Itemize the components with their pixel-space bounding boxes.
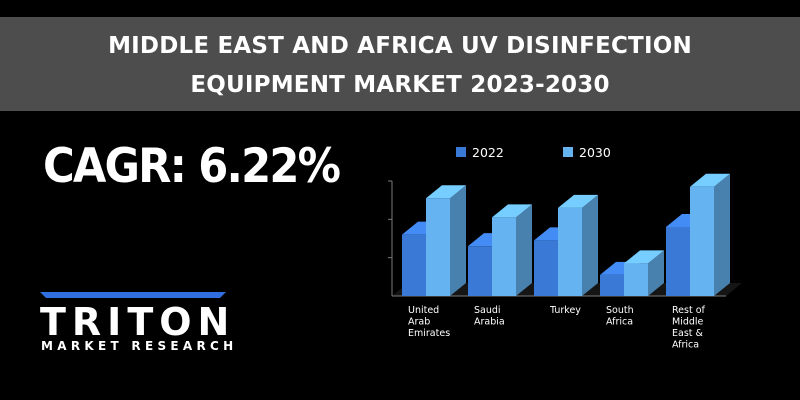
x-tick-label: Saudi Arabia (474, 305, 505, 328)
logo-subtitle: MARKET RESEARCH (41, 339, 238, 353)
legend-swatch-2030 (563, 147, 573, 157)
bar-top-2030-3 (624, 250, 664, 264)
x-tick-label: United Arab Emirates (408, 305, 450, 339)
cagr-label: CAGR: 6.22% (43, 139, 341, 194)
bar-side-2030-0 (450, 185, 466, 296)
bar-top-2030-4 (690, 173, 730, 187)
bar-2022-1 (468, 246, 492, 296)
title-line-2: EQUIPMENT MARKET 2023-2030 (190, 72, 610, 98)
title-line-1: MIDDLE EAST AND AFRICA UV DISINFECTION (108, 33, 692, 59)
bar-top-2030-2 (558, 194, 598, 208)
bar-side-2030-1 (516, 204, 532, 296)
x-tick-label: South Africa (606, 305, 634, 328)
bar-2030-4 (690, 186, 714, 296)
legend-label-2022: 2022 (472, 145, 504, 160)
bar-2022-2 (534, 240, 558, 296)
bar-2022-0 (402, 234, 426, 296)
bar-2030-2 (558, 207, 582, 296)
bar-side-2030-4 (714, 173, 730, 296)
logo-wordmark: TRITON (40, 300, 236, 344)
x-tick-label: Rest of Middle East & Africa (672, 305, 706, 351)
bar-top-2030-1 (492, 204, 532, 218)
bar-top-2030-0 (426, 185, 466, 199)
bar-2030-3 (624, 263, 648, 296)
bar-2022-3 (600, 274, 624, 296)
title-banner (0, 17, 800, 111)
bar-2030-1 (492, 217, 516, 296)
bar-2022-4 (666, 227, 690, 296)
x-tick-label: Turkey (549, 305, 581, 316)
bar-2030-0 (426, 198, 450, 296)
legend-swatch-2022 (456, 147, 466, 157)
bar-side-2030-3 (648, 250, 664, 296)
bar-side-2030-2 (582, 194, 598, 296)
logo-accent-bar (40, 292, 226, 298)
legend-label-2030: 2030 (579, 145, 611, 160)
